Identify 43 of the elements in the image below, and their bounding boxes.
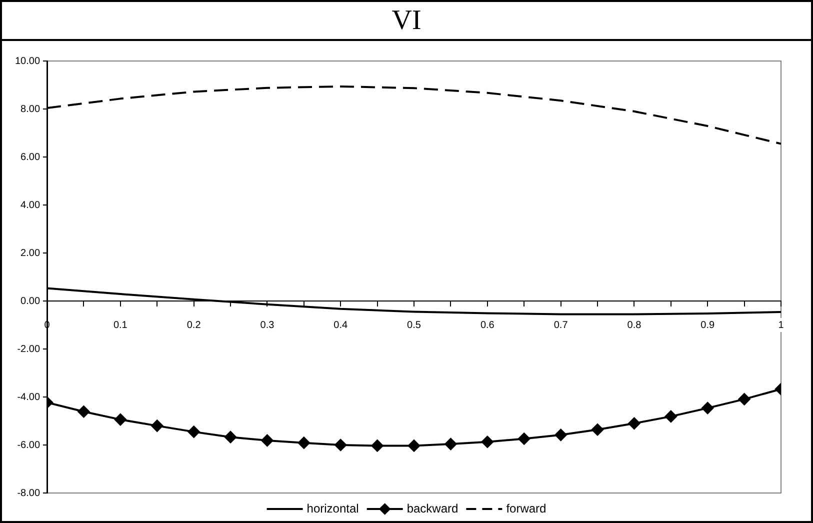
x-tick-label: 0.3 xyxy=(260,320,275,331)
point xyxy=(738,393,750,406)
point xyxy=(444,438,457,450)
y-tick-label: -2.00 xyxy=(17,344,40,355)
y-tick-label: 8.00 xyxy=(20,104,40,115)
y-tick-label: -4.00 xyxy=(17,392,40,403)
y-tick-label: -8.00 xyxy=(17,488,40,499)
point xyxy=(334,439,347,451)
point xyxy=(592,424,604,436)
x-tick-label: 0.9 xyxy=(700,320,715,331)
point xyxy=(261,434,274,446)
point xyxy=(78,406,90,418)
y-tick-label: 4.00 xyxy=(20,200,40,211)
point xyxy=(298,436,310,449)
point xyxy=(702,402,714,414)
x-tick-label: 0.2 xyxy=(186,320,202,331)
y-tick-label: -6.00 xyxy=(17,440,40,451)
y-tick-label: 0.00 xyxy=(20,296,40,307)
x-tick-label: 0.1 xyxy=(113,320,128,331)
point xyxy=(628,417,640,430)
x-tick-label: 0.7 xyxy=(554,320,568,331)
point xyxy=(408,440,420,452)
y-tick-label: 6.00 xyxy=(20,152,40,163)
point xyxy=(554,428,567,441)
point xyxy=(481,436,494,448)
point xyxy=(151,420,164,432)
point xyxy=(224,431,237,444)
point xyxy=(664,410,677,422)
point xyxy=(188,426,200,438)
legend-label: horizontal xyxy=(306,501,359,516)
x-tick-label: 0.8 xyxy=(627,320,642,331)
legend-label: forward xyxy=(506,501,546,516)
legend-label: backward xyxy=(406,501,458,516)
x-tick-label: 1 xyxy=(778,320,784,331)
x-tick-label: 0.6 xyxy=(480,320,495,331)
y-tick-label: 10.00 xyxy=(14,56,40,67)
point xyxy=(518,432,530,445)
point xyxy=(371,440,384,452)
y-tick-label: 2.00 xyxy=(20,248,40,259)
x-tick-label: 0.4 xyxy=(334,320,348,331)
chart-title: VI xyxy=(2,2,811,41)
x-tick-label: 0.5 xyxy=(407,320,422,331)
point xyxy=(114,414,126,426)
